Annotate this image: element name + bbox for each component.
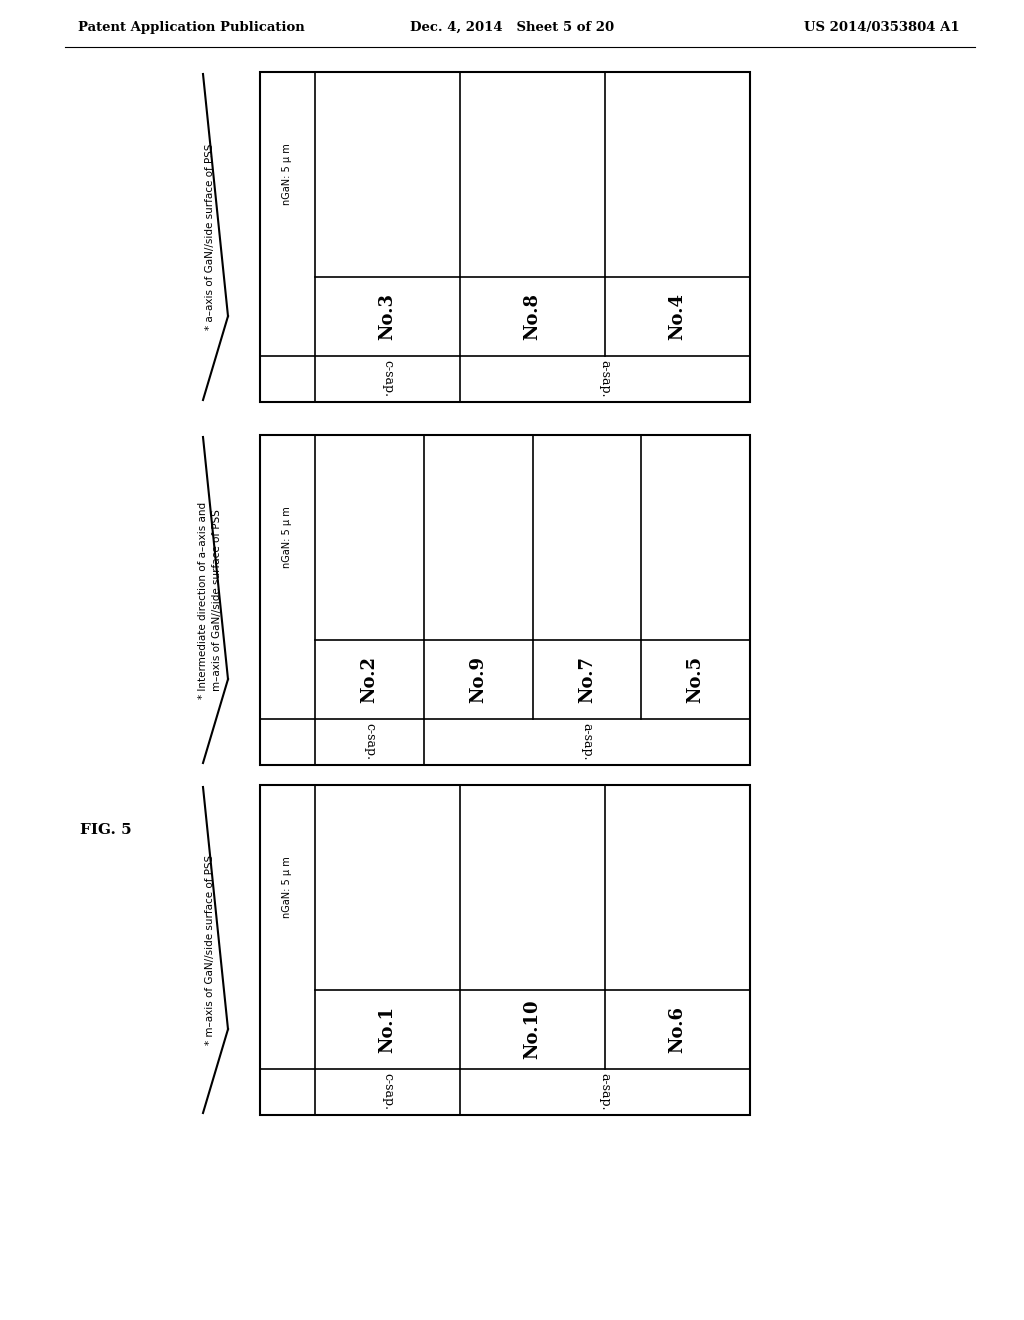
Text: a-sap.: a-sap.: [598, 1073, 611, 1110]
Bar: [605, 73, 750, 276]
Text: c-sap.: c-sap.: [362, 723, 376, 760]
Bar: [461, 73, 604, 276]
Bar: [642, 436, 750, 639]
Text: No.1: No.1: [379, 1006, 396, 1053]
Text: No.2: No.2: [360, 656, 379, 702]
Bar: [260, 436, 750, 766]
Text: * Intermediate direction of a–axis and
m–axis of GaN//side surface of PSS: * Intermediate direction of a–axis and m…: [199, 502, 221, 698]
Bar: [315, 785, 460, 989]
Text: No.10: No.10: [523, 999, 542, 1059]
Bar: [605, 785, 750, 989]
Bar: [534, 436, 641, 639]
Text: FIG. 5: FIG. 5: [80, 822, 132, 837]
Bar: [260, 785, 750, 1115]
Bar: [260, 73, 750, 403]
Text: Dec. 4, 2014   Sheet 5 of 20: Dec. 4, 2014 Sheet 5 of 20: [410, 21, 614, 33]
Text: No.9: No.9: [469, 656, 487, 702]
Text: No.6: No.6: [669, 1006, 686, 1053]
Text: No.5: No.5: [687, 656, 705, 702]
Bar: [424, 436, 532, 639]
Text: nGaN: 5 μ m: nGaN: 5 μ m: [283, 857, 293, 919]
Text: * m–axis of GaN//side surface of PSS: * m–axis of GaN//side surface of PSS: [205, 855, 215, 1045]
Text: a-sap.: a-sap.: [581, 723, 593, 760]
Text: c-sap.: c-sap.: [381, 1073, 394, 1110]
Text: Patent Application Publication: Patent Application Publication: [78, 21, 305, 33]
Bar: [461, 785, 604, 989]
Text: nGaN: 5 μ m: nGaN: 5 μ m: [283, 144, 293, 205]
Bar: [315, 436, 423, 639]
Text: No.7: No.7: [578, 656, 596, 702]
Text: No.3: No.3: [379, 293, 396, 339]
Text: US 2014/0353804 A1: US 2014/0353804 A1: [805, 21, 961, 33]
Text: * a–axis of GaN//side surface of PSS: * a–axis of GaN//side surface of PSS: [205, 144, 215, 330]
Text: c-sap.: c-sap.: [381, 360, 394, 397]
Text: a-sap.: a-sap.: [598, 360, 611, 397]
Text: No.8: No.8: [523, 293, 542, 339]
Bar: [315, 73, 460, 276]
Text: No.4: No.4: [669, 293, 686, 339]
Text: nGaN: 5 μ m: nGaN: 5 μ m: [283, 507, 293, 568]
